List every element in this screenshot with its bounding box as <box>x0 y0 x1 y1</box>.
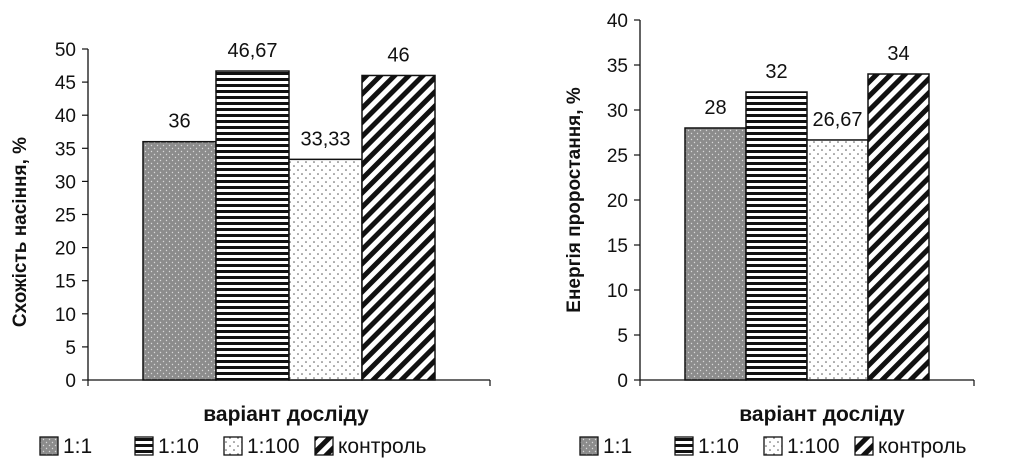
chart-right-xlabel: варіант досліду <box>739 403 905 426</box>
legend-item: 1:1 <box>579 435 632 458</box>
y-tick-label: 25 <box>607 146 628 167</box>
chart-left-xlabel: варіант досліду <box>203 403 369 426</box>
legend-swatch <box>223 436 243 456</box>
legend-label: контроль <box>338 435 426 458</box>
legend-swatch <box>134 436 154 456</box>
chart-left-axes: 0 5 10 15 20 25 30 35 40 45 50 <box>55 40 491 392</box>
legend-swatch <box>579 436 599 456</box>
chart-left-data-labels: 36 46,67 33,33 46 <box>168 40 409 150</box>
data-label-left-3: 33,33 <box>300 128 350 150</box>
chart-right-data-labels: 28 32 26,67 34 <box>704 43 909 131</box>
y-tick-label: 5 <box>617 326 628 347</box>
legend-label: 1:100 <box>247 435 300 458</box>
chart-right-ylabel: Енергія проростання, % <box>564 87 585 313</box>
legend-label: 1:10 <box>698 435 739 458</box>
y-tick-label: 20 <box>55 239 76 260</box>
legend-item: 1:10 <box>674 435 739 458</box>
bar-left-2 <box>215 70 290 381</box>
data-label-left-2: 46,67 <box>227 40 277 62</box>
legend-swatch <box>39 436 59 456</box>
legend-item: контроль <box>314 435 426 458</box>
legend-label: контроль <box>878 435 966 458</box>
y-tick-label: 0 <box>617 371 628 392</box>
legend-label: 1:100 <box>787 435 840 458</box>
y-tick-label: 40 <box>55 106 76 127</box>
legend-label: 1:10 <box>158 435 199 458</box>
bar-right-3 <box>806 139 869 381</box>
y-tick-label: 15 <box>55 272 76 293</box>
legend-label: 1:1 <box>603 435 632 458</box>
chart-left-legend: 1:1 1:10 1:100 контроль <box>39 435 426 458</box>
legend-item: 1:100 <box>763 435 840 458</box>
bar-left-3 <box>288 158 363 381</box>
legend-swatch <box>674 436 694 456</box>
legend-item: контроль <box>854 435 966 458</box>
bar-left-1 <box>142 140 217 381</box>
y-tick-label: 15 <box>607 236 628 257</box>
data-label-right-4: 34 <box>887 43 909 65</box>
chart-left-bars <box>142 70 436 381</box>
y-tick-label: 50 <box>55 40 76 61</box>
y-tick-label: 5 <box>65 338 76 359</box>
y-tick-label: 30 <box>607 101 628 122</box>
bar-right-2 <box>745 91 808 381</box>
bar-right-4 <box>867 73 930 381</box>
y-tick-label: 35 <box>55 139 76 160</box>
legend-label: 1:1 <box>63 435 92 458</box>
legend-item: 1:100 <box>223 435 300 458</box>
y-tick-label: 35 <box>607 56 628 77</box>
bar-right-1 <box>684 127 747 381</box>
chart-left-ylabel: Схожість насіння, % <box>10 137 31 327</box>
legend-item: 1:1 <box>39 435 92 458</box>
data-label-left-1: 36 <box>168 111 190 133</box>
y-tick-label: 20 <box>607 191 628 212</box>
y-tick-label: 0 <box>65 371 76 392</box>
chart-right-bars <box>684 73 930 381</box>
chart-left: 0 5 10 15 20 25 30 35 40 45 50 36 46,67 33,33 46 Схож… <box>10 40 491 458</box>
legend-swatch <box>854 436 874 456</box>
y-tick-label: 30 <box>55 172 76 193</box>
legend-swatch <box>314 436 334 456</box>
y-tick-label: 25 <box>55 206 76 227</box>
data-label-right-3: 26,67 <box>812 109 862 131</box>
y-tick-label: 10 <box>607 281 628 302</box>
chart-right: 0 5 10 15 20 25 30 35 40 28 32 26,67 34 Енергія про… <box>564 11 975 458</box>
y-tick-label: 40 <box>607 11 628 32</box>
data-label-left-4: 46 <box>387 44 409 66</box>
y-tick-label: 45 <box>55 73 76 94</box>
bar-left-4 <box>361 74 436 381</box>
legend-item: 1:10 <box>134 435 199 458</box>
chart-right-legend: 1:1 1:10 1:100 контроль <box>579 435 966 458</box>
legend-swatch <box>763 436 783 456</box>
data-label-right-1: 28 <box>704 97 726 119</box>
y-tick-label: 10 <box>55 305 76 326</box>
data-label-right-2: 32 <box>765 61 787 83</box>
